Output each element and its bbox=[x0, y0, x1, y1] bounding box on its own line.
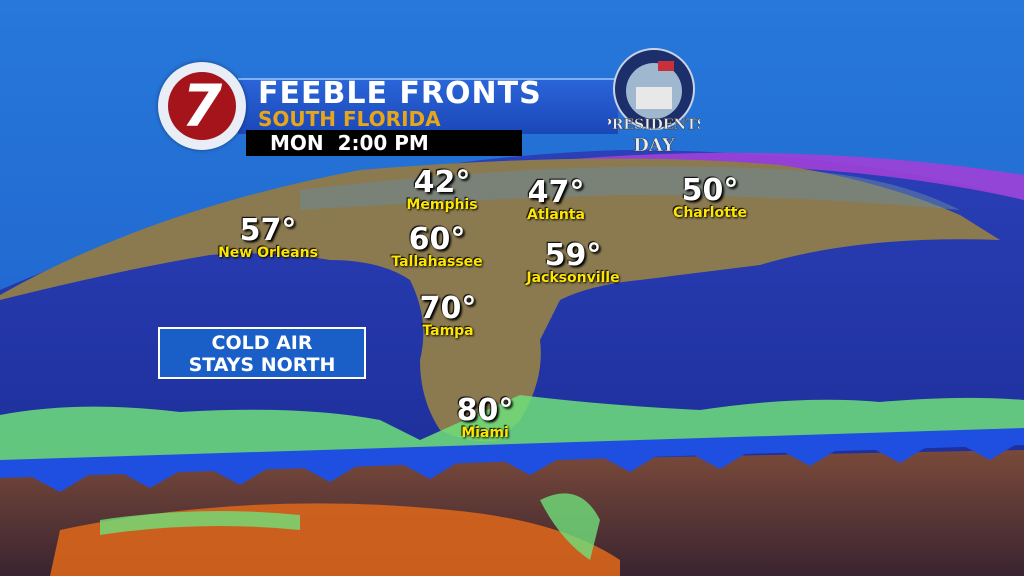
temperature: 50° bbox=[681, 173, 739, 208]
city-name: Tampa bbox=[422, 323, 474, 339]
city-name: Atlanta bbox=[527, 207, 585, 223]
city-name: Tallahassee bbox=[391, 254, 483, 270]
city-name: Memphis bbox=[406, 197, 478, 213]
callout-line2: STAYS NORTH bbox=[188, 354, 336, 376]
city-label: 80° Miami bbox=[457, 396, 514, 441]
city-name: Jacksonville bbox=[526, 270, 620, 286]
forecast-time: MON 2:00 PM bbox=[246, 130, 522, 156]
city-name: Miami bbox=[461, 425, 509, 441]
city-name: New Orleans bbox=[218, 245, 318, 261]
city-label: 70° Tampa bbox=[420, 294, 477, 339]
station-logo: 7 bbox=[158, 62, 246, 150]
logo-text: 7 bbox=[181, 72, 223, 140]
temperature: 42° bbox=[413, 165, 471, 200]
city-label: 50° Charlotte bbox=[673, 176, 747, 221]
temperature: 57° bbox=[239, 213, 297, 248]
temperature: 47° bbox=[527, 175, 585, 210]
cuba-rain bbox=[100, 493, 600, 560]
land-southeast-us bbox=[0, 158, 1000, 442]
page-subtitle: SOUTH FLORIDA bbox=[258, 107, 441, 131]
city-label: 42° Memphis bbox=[406, 168, 477, 213]
city-label: 60° Tallahassee bbox=[391, 225, 482, 270]
city-label: 59° Jacksonville bbox=[526, 241, 619, 286]
cold-air-callout: COLD AIR STAYS NORTH bbox=[158, 327, 366, 379]
city-name: Charlotte bbox=[673, 205, 747, 221]
callout-line1: COLD AIR bbox=[211, 332, 313, 354]
rain-band bbox=[0, 395, 1024, 465]
stationary-front bbox=[0, 428, 1024, 478]
page-title: FEEBLE FRONTS bbox=[258, 76, 542, 111]
title-banner bbox=[238, 78, 618, 134]
cold-region bbox=[300, 166, 960, 210]
temperature: 59° bbox=[544, 238, 602, 273]
temperature: 70° bbox=[419, 291, 477, 326]
temperature: 60° bbox=[408, 222, 466, 257]
badge-line1: PRESIDENTS bbox=[608, 117, 700, 133]
badge-line2: DAY bbox=[633, 135, 676, 156]
city-label: 57° New Orleans bbox=[218, 216, 318, 261]
city-label: 47° Atlanta bbox=[527, 178, 585, 223]
presidents-day-badge: PRESIDENTS DAY bbox=[608, 48, 700, 156]
temperature: 80° bbox=[456, 393, 514, 428]
front-teeth bbox=[30, 442, 1020, 492]
cold-air-band bbox=[560, 152, 1024, 200]
